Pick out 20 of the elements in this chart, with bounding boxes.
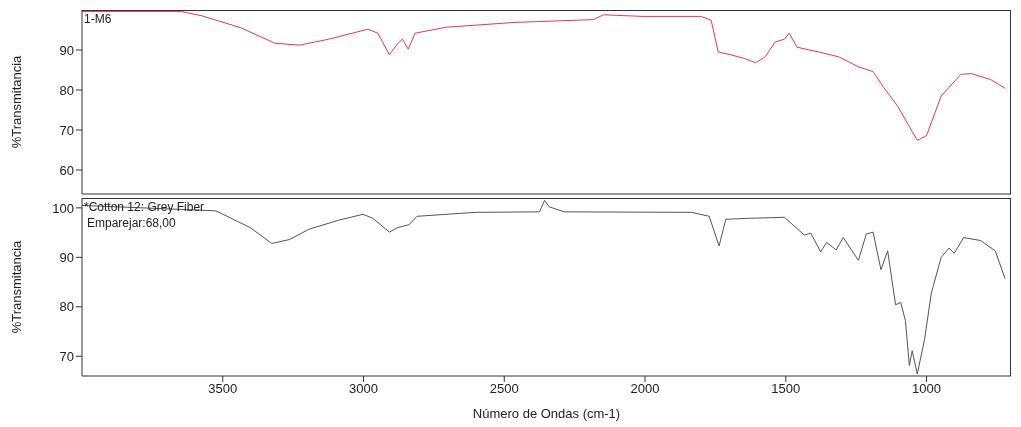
x-tick-label: 1500 [771,381,801,397]
y-tick-label: 70 [59,348,74,364]
y-tick-label: 80 [59,299,74,315]
x-tick-label: 3000 [349,381,378,397]
annotation: 1-M6 [84,11,112,27]
y-tick-label: 90 [59,249,74,265]
y-tick-label: 100 [52,200,74,216]
x-tick-label: 3500 [208,381,238,397]
x-axis-title: Número de Ondas (cm-1) [472,406,621,421]
y-tick-label: 60 [59,162,74,178]
y-tick-label: 90 [59,42,74,58]
y-axis-title: %Transmitancia [8,54,24,149]
x-tick-label: 2500 [489,381,519,397]
y-axis-title: %Transmitancia [8,239,24,334]
y-tick-label: 70 [59,122,74,138]
annotation: Emparejar:68,00 [86,215,177,231]
x-tick-label: 2000 [630,381,660,397]
x-tick-label: 1000 [912,381,942,397]
y-tick-label: 80 [59,82,74,98]
line-series [82,11,1006,141]
